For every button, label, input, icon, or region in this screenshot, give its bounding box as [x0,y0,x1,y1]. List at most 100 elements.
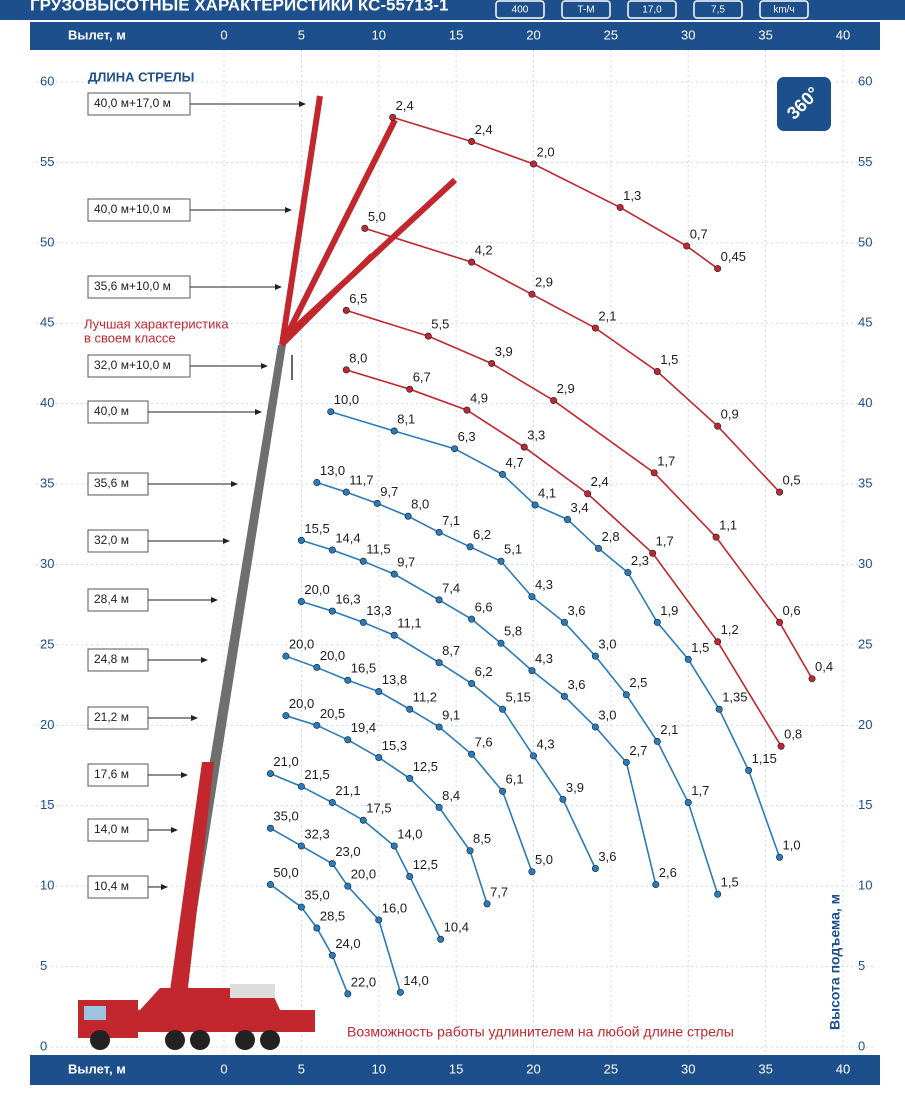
load-label: 14,0 [403,973,428,988]
point [714,638,722,646]
point [406,705,414,713]
load-label: 1,7 [691,783,709,798]
curve [301,600,597,869]
wheel [165,1030,185,1050]
x-tick-label: 30 [681,27,695,42]
point [466,847,474,855]
point [714,265,722,273]
point [297,782,305,790]
load-label: 6,5 [349,291,367,306]
point [468,258,476,266]
point [327,408,335,416]
point [361,224,369,232]
load-label: 2,4 [396,98,414,113]
load-label: 21,1 [335,783,360,798]
load-label: 22,0 [351,974,376,989]
counterweight [230,984,275,998]
icon [627,0,677,19]
load-label: 0,6 [783,603,801,618]
load-label: 8,4 [442,788,460,803]
load-label: 8,1 [397,411,415,426]
load-label: 11,1 [397,616,421,631]
wheel [90,1030,110,1050]
point [684,655,692,663]
point [435,803,443,811]
load-label: 1,7 [656,534,674,549]
icon-row: 400 T-M 17,0 7,5 km/ч [495,0,809,19]
load-label: 1,3 [623,188,641,203]
load-label: 11,2 [413,690,437,705]
point [745,766,753,774]
x-tick-label: 25 [604,27,618,42]
point [776,488,784,496]
load-label: 20,0 [289,696,314,711]
load-label: 16,0 [382,900,407,915]
y-tick-label: 30 [40,556,54,571]
load-label: 9,7 [380,484,398,499]
point [468,138,476,146]
load-label: 4,3 [535,577,553,592]
point [528,290,536,298]
curve [270,827,402,993]
y-tick-label: 55 [40,154,54,169]
point [328,607,336,615]
load-label: 12,5 [413,857,438,872]
legend-arrowhead [223,538,230,544]
load-label: 8,5 [473,831,491,846]
point [451,445,459,453]
point [313,478,321,486]
point [653,618,661,626]
load-label: 3,0 [598,707,616,722]
load-label: 20,0 [289,637,314,652]
load-label: 1,35 [722,690,747,705]
load-label: 10,0 [334,392,359,407]
point [560,618,568,626]
point [266,881,274,889]
point [282,712,290,720]
legend-arrowhead [161,884,168,890]
y-tick-label: 10 [858,878,872,893]
load-label: 14,4 [335,530,360,545]
x-axis-title: Вылет, м [68,27,126,42]
point [564,515,572,523]
icon [561,0,611,19]
point [683,242,691,250]
point [560,692,568,700]
legend-label: 35,6 м+10,0 м [94,279,171,293]
load-label: 5,8 [504,624,522,639]
legend-arrowhead [171,827,178,833]
load-label: 21,5 [304,767,329,782]
x-axis-title: Вылет, м [68,1061,126,1076]
load-label: 20,0 [351,867,376,882]
load-label: 24,0 [335,936,360,951]
load-label: 20,0 [320,648,345,663]
load-label: 5,0 [368,209,386,224]
load-label: 1,5 [691,640,709,655]
load-label: 5,0 [535,852,553,867]
x-tick-label: 35 [758,1061,772,1076]
point [282,652,290,660]
point [499,787,507,795]
wheel [235,1030,255,1050]
load-label: 2,9 [557,381,575,396]
point [616,203,624,211]
point [483,900,491,908]
load-label: 7,6 [475,735,493,750]
point [390,570,398,578]
load-label: 2,0 [537,144,555,159]
legend-arrowhead [191,715,198,721]
point [406,873,414,881]
point [591,723,599,731]
load-label: 1,0 [783,838,801,853]
legend-label: 28,4 м [94,592,129,606]
point [328,860,336,868]
y-tick-label: 5 [40,958,47,973]
point [297,597,305,605]
point [435,723,443,731]
point [653,737,661,745]
load-label: 6,2 [475,664,493,679]
y-tick-label: 45 [40,315,54,330]
point [528,593,536,601]
legend: 40,0 м+17,0 м 40,0 м+10,0 м 35,6 м+10,0 м 3… [87,92,306,899]
